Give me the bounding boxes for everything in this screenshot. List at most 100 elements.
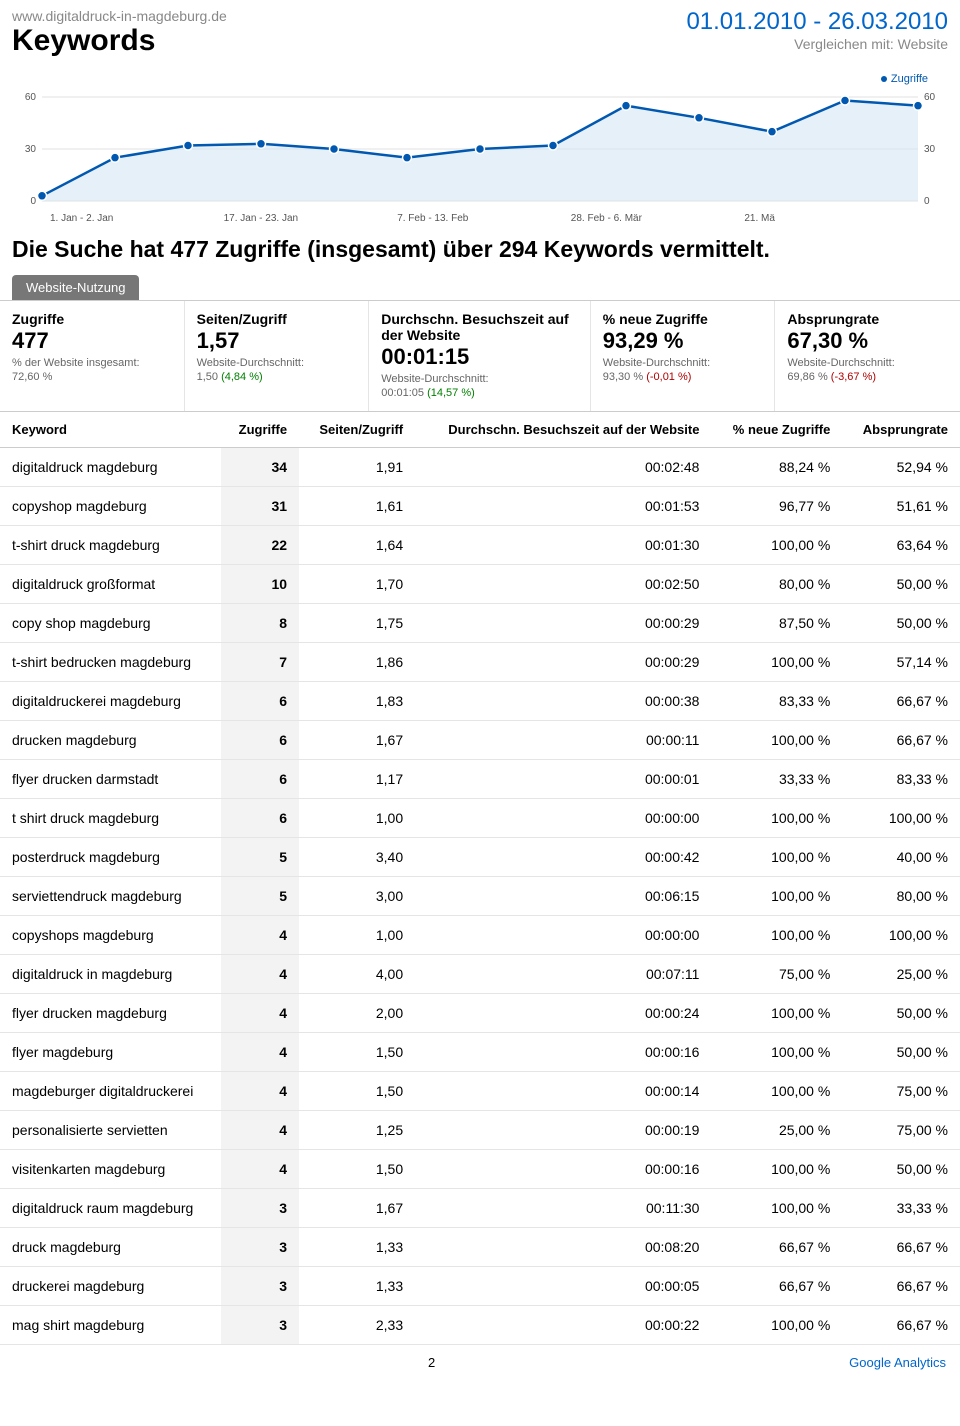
table-row[interactable]: serviettendruck magdeburg53,0000:06:1510… <box>0 877 960 916</box>
value-cell: 4 <box>221 916 299 955</box>
value-cell: 1,33 <box>299 1228 415 1267</box>
metric-card: Durchschn. Besuchszeit auf der Website 0… <box>369 301 591 411</box>
brand-label: Google Analytics <box>849 1355 946 1370</box>
value-cell: 00:00:42 <box>415 838 711 877</box>
value-cell: 3 <box>221 1267 299 1306</box>
keyword-cell: copy shop magdeburg <box>0 604 221 643</box>
svg-text:30: 30 <box>25 144 37 155</box>
column-header[interactable]: Seiten/Zugriff <box>299 412 415 448</box>
table-row[interactable]: copy shop magdeburg81,7500:00:2987,50 %5… <box>0 604 960 643</box>
value-cell: 00:00:29 <box>415 604 711 643</box>
value-cell: 3 <box>221 1189 299 1228</box>
value-cell: 1,86 <box>299 643 415 682</box>
value-cell: 1,33 <box>299 1267 415 1306</box>
table-row[interactable]: mag shirt magdeburg32,3300:00:22100,00 %… <box>0 1306 960 1345</box>
value-cell: 00:00:19 <box>415 1111 711 1150</box>
value-cell: 66,67 % <box>842 682 960 721</box>
svg-text:0: 0 <box>924 196 930 207</box>
value-cell: 00:00:29 <box>415 643 711 682</box>
svg-text:60: 60 <box>924 92 936 103</box>
value-cell: 00:07:11 <box>415 955 711 994</box>
value-cell: 6 <box>221 682 299 721</box>
keyword-cell: posterdruck magdeburg <box>0 838 221 877</box>
keyword-cell: visitenkarten magdeburg <box>0 1150 221 1189</box>
table-row[interactable]: t-shirt bedrucken magdeburg71,8600:00:29… <box>0 643 960 682</box>
value-cell: 00:00:16 <box>415 1150 711 1189</box>
table-row[interactable]: copyshop magdeburg311,6100:01:5396,77 %5… <box>0 487 960 526</box>
table-row[interactable]: digitaldruck raum magdeburg31,6700:11:30… <box>0 1189 960 1228</box>
table-row[interactable]: drucken magdeburg61,6700:00:11100,00 %66… <box>0 721 960 760</box>
table-row[interactable]: digitaldruck in magdeburg44,0000:07:1175… <box>0 955 960 994</box>
table-row[interactable]: druck magdeburg31,3300:08:2066,67 %66,67… <box>0 1228 960 1267</box>
value-cell: 1,50 <box>299 1033 415 1072</box>
table-row[interactable]: personalisierte servietten41,2500:00:192… <box>0 1111 960 1150</box>
legend-dot-icon <box>881 76 887 82</box>
keyword-cell: serviettendruck magdeburg <box>0 877 221 916</box>
table-row[interactable]: flyer magdeburg41,5000:00:16100,00 %50,0… <box>0 1033 960 1072</box>
value-cell: 00:00:22 <box>415 1306 711 1345</box>
value-cell: 1,00 <box>299 916 415 955</box>
table-row[interactable]: digitaldruckerei magdeburg61,8300:00:388… <box>0 682 960 721</box>
table-row[interactable]: t-shirt druck magdeburg221,6400:01:30100… <box>0 526 960 565</box>
value-cell: 87,50 % <box>711 604 842 643</box>
table-row[interactable]: magdeburger digitaldruckerei41,5000:00:1… <box>0 1072 960 1111</box>
table-row[interactable]: visitenkarten magdeburg41,5000:00:16100,… <box>0 1150 960 1189</box>
value-cell: 100,00 % <box>711 799 842 838</box>
keyword-cell: copyshop magdeburg <box>0 487 221 526</box>
table-row[interactable]: digitaldruck großformat101,7000:02:5080,… <box>0 565 960 604</box>
column-header[interactable]: Absprungrate <box>842 412 960 448</box>
chart-x-label: 7. Feb - 13. Feb <box>397 213 571 224</box>
metric-sub: Website-Durchschnitt:69,86 % (-3,67 %) <box>787 356 948 385</box>
column-header[interactable]: Keyword <box>0 412 221 448</box>
page-title: Keywords <box>12 24 227 57</box>
table-row[interactable]: t shirt druck magdeburg61,0000:00:00100,… <box>0 799 960 838</box>
value-cell: 100,00 % <box>711 994 842 1033</box>
column-header[interactable]: Zugriffe <box>221 412 299 448</box>
legend-label: Zugriffe <box>891 73 928 85</box>
compare-text: Vergleichen mit: Website <box>686 36 948 52</box>
value-cell: 66,67 % <box>842 1267 960 1306</box>
column-header[interactable]: Durchschn. Besuchszeit auf der Website <box>415 412 711 448</box>
svg-text:60: 60 <box>25 92 37 103</box>
tab-website-usage[interactable]: Website-Nutzung <box>12 275 139 300</box>
value-cell: 3,00 <box>299 877 415 916</box>
metric-value: 1,57 <box>197 328 357 354</box>
keyword-cell: digitaldruckerei magdeburg <box>0 682 221 721</box>
value-cell: 2,00 <box>299 994 415 1033</box>
value-cell: 6 <box>221 799 299 838</box>
table-row[interactable]: flyer drucken darmstadt61,1700:00:0133,3… <box>0 760 960 799</box>
value-cell: 1,67 <box>299 1189 415 1228</box>
value-cell: 00:08:20 <box>415 1228 711 1267</box>
table-row[interactable]: posterdruck magdeburg53,4000:00:42100,00… <box>0 838 960 877</box>
keyword-cell: magdeburger digitaldruckerei <box>0 1072 221 1111</box>
metric-card: % neue Zugriffe 93,29 % Website-Durchsch… <box>591 301 776 411</box>
site-url: www.digitaldruck-in-magdeburg.de <box>12 8 227 24</box>
metric-card: Seiten/Zugriff 1,57 Website-Durchschnitt… <box>185 301 370 411</box>
value-cell: 1,50 <box>299 1150 415 1189</box>
table-row[interactable]: digitaldruck magdeburg341,9100:02:4888,2… <box>0 448 960 487</box>
table-row[interactable]: flyer drucken magdeburg42,0000:00:24100,… <box>0 994 960 1033</box>
chart-x-label: 1. Jan - 2. Jan <box>50 213 224 224</box>
value-cell: 31 <box>221 487 299 526</box>
chart-x-label: 21. Mä <box>744 213 918 224</box>
table-row[interactable]: druckerei magdeburg31,3300:00:0566,67 %6… <box>0 1267 960 1306</box>
metric-label: % neue Zugriffe <box>603 311 763 327</box>
column-header[interactable]: % neue Zugriffe <box>711 412 842 448</box>
chart-legend: Zugriffe <box>12 69 948 91</box>
value-cell: 1,83 <box>299 682 415 721</box>
value-cell: 6 <box>221 721 299 760</box>
value-cell: 100,00 % <box>711 1189 842 1228</box>
value-cell: 25,00 % <box>842 955 960 994</box>
table-row[interactable]: copyshops magdeburg41,0000:00:00100,00 %… <box>0 916 960 955</box>
value-cell: 75,00 % <box>842 1111 960 1150</box>
value-cell: 66,67 % <box>711 1267 842 1306</box>
value-cell: 57,14 % <box>842 643 960 682</box>
value-cell: 83,33 % <box>842 760 960 799</box>
value-cell: 66,67 % <box>842 721 960 760</box>
value-cell: 1,91 <box>299 448 415 487</box>
chart-x-labels: 1. Jan - 2. Jan17. Jan - 23. Jan7. Feb -… <box>12 211 948 232</box>
value-cell: 33,33 % <box>842 1189 960 1228</box>
keyword-cell: flyer drucken darmstadt <box>0 760 221 799</box>
value-cell: 75,00 % <box>711 955 842 994</box>
value-cell: 5 <box>221 838 299 877</box>
